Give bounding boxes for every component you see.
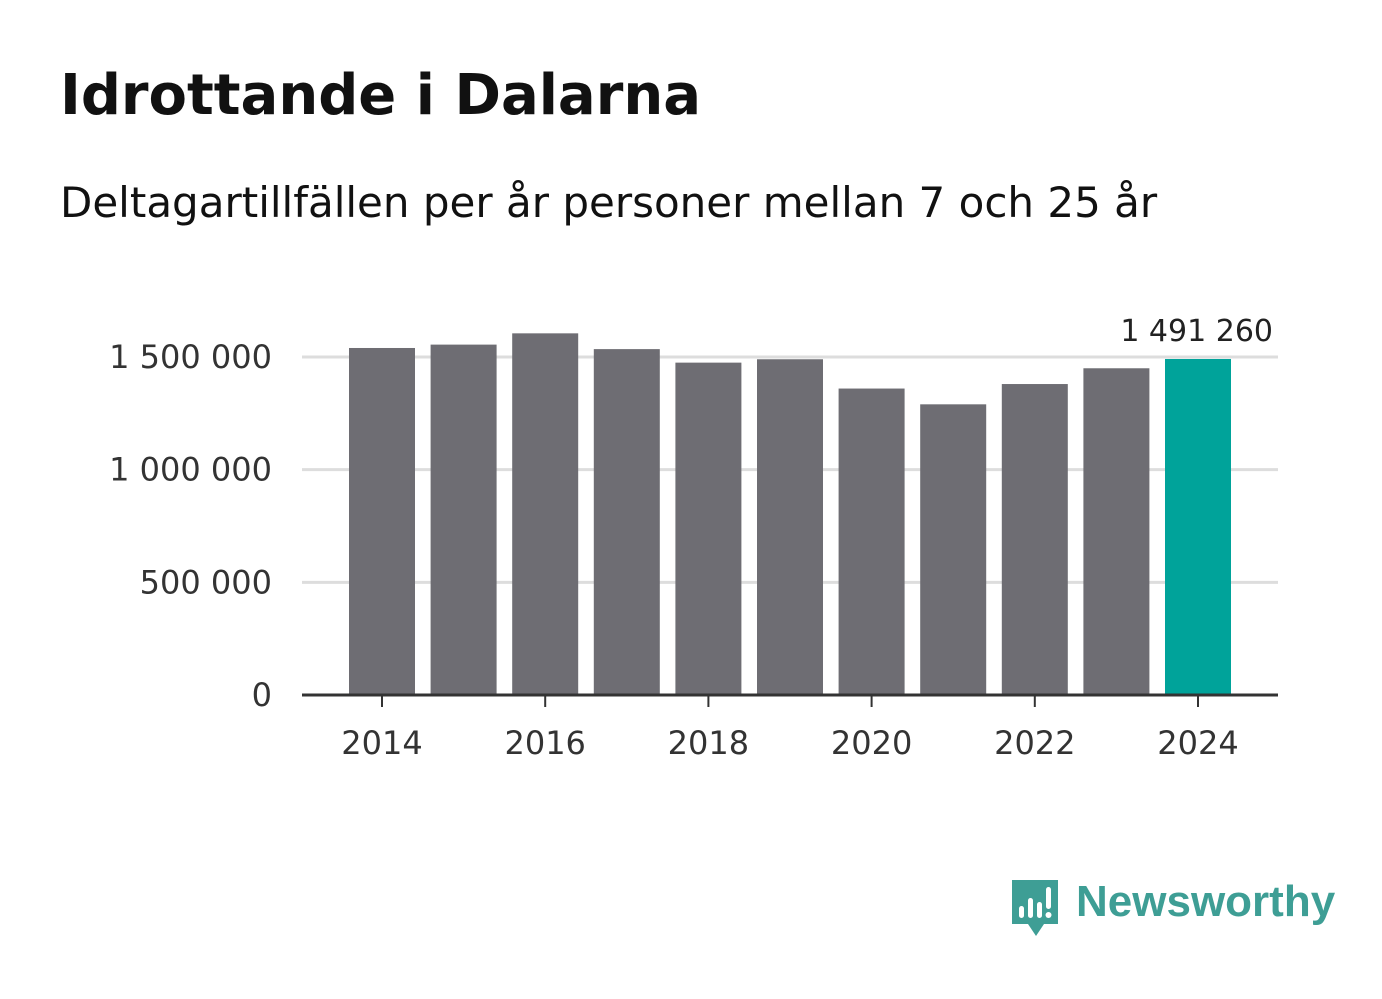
data-labels: 1 491 260	[1120, 314, 1273, 349]
x-axis-labels: 2014 2016 2018 2020 2022 2024	[341, 724, 1238, 762]
x-tick-label: 2020	[831, 724, 912, 762]
y-tick-label: 1 500 000	[109, 338, 272, 376]
y-axis: 0 500 000 1 000 000 1 500 000	[109, 338, 272, 714]
x-tick-label: 2014	[341, 724, 422, 762]
brand-logo: Newsworthy	[1010, 877, 1336, 940]
x-tick-label: 2024	[1157, 724, 1238, 762]
y-tick-label: 1 000 000	[109, 451, 272, 489]
bar-2018	[675, 362, 742, 695]
newsworthy-logo-icon	[1012, 880, 1058, 936]
x-tick-label: 2022	[994, 724, 1075, 762]
bar-2014	[349, 347, 415, 695]
bar-2022	[1001, 384, 1068, 695]
bar-2015	[430, 344, 497, 695]
x-tick-label: 2018	[668, 724, 749, 762]
bar-2021	[920, 404, 987, 695]
chart-title: Idrottande i Dalarna	[60, 63, 701, 128]
y-tick-label: 0	[252, 676, 272, 714]
bar-series	[349, 333, 1231, 695]
bar-2020	[838, 388, 905, 695]
y-tick-label: 500 000	[140, 563, 272, 601]
bar-2019	[757, 359, 823, 695]
chart-subtitle: Deltagartillfällen per år personer mella…	[60, 178, 1158, 227]
bar-2016	[512, 333, 579, 695]
x-tick-label: 2016	[504, 724, 585, 762]
data-label: 1 491 260	[1120, 314, 1273, 349]
brand-name: Newsworthy	[1076, 877, 1336, 926]
x-axis	[302, 693, 1278, 707]
bar-2017	[593, 349, 660, 695]
bar-2024	[1165, 358, 1231, 695]
bar-2023	[1083, 368, 1150, 695]
